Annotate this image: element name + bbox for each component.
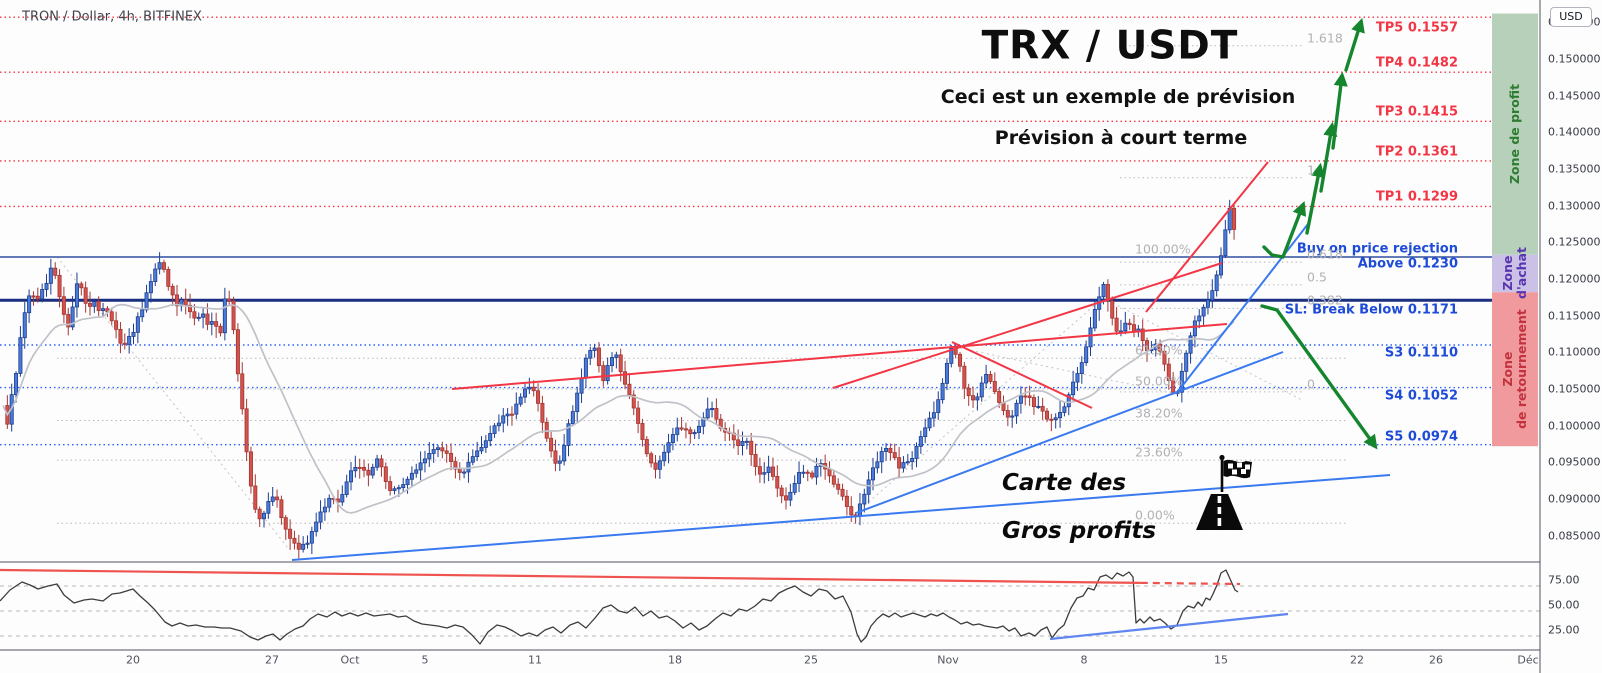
rsi-indicator-pane [0, 568, 1540, 645]
currency-toggle-button[interactable]: USD [1550, 7, 1592, 27]
annotation-icons [1196, 454, 1252, 530]
road-icon [1196, 494, 1243, 530]
checkered-flag-icon [1219, 454, 1252, 492]
